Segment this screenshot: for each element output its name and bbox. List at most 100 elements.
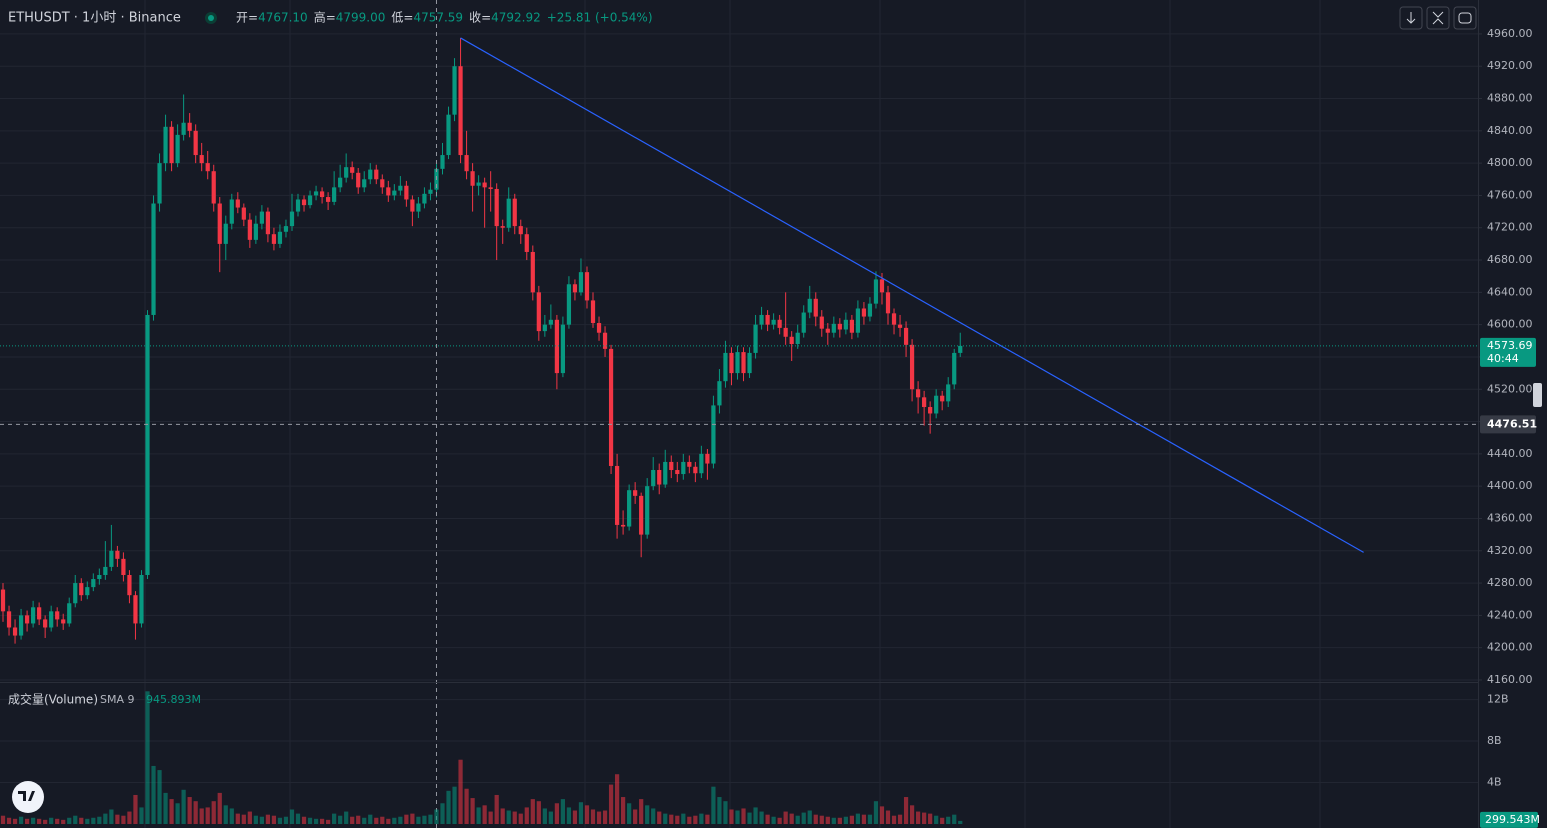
candle-body: [494, 188, 499, 227]
ohlc-value: 4792.92: [491, 11, 541, 25]
candle-body: [849, 319, 854, 333]
volume-bar: [181, 789, 186, 824]
y-tick-label: 8B: [1487, 734, 1502, 747]
y-tick-label: 4360.00: [1487, 511, 1533, 524]
candle-body: [807, 298, 812, 313]
toolbar: [1399, 6, 1542, 407]
volume-bar: [283, 816, 289, 824]
volume-bar: [350, 816, 355, 824]
candle-body: [753, 324, 758, 353]
candle-body: [332, 187, 337, 202]
volume-bar: [175, 803, 180, 824]
candle-body: [608, 348, 614, 466]
volume-bar: [199, 808, 204, 824]
candle-body: [548, 319, 553, 325]
candle-body: [368, 169, 373, 180]
status-dot: [208, 15, 214, 21]
candle-body: [602, 332, 608, 349]
candle-body: [873, 279, 879, 304]
y-tick-label: 4520.00: [1487, 382, 1533, 395]
candle-body: [157, 163, 162, 204]
candle-body: [404, 185, 409, 200]
candle-body: [470, 171, 475, 186]
volume-bar: [398, 816, 403, 824]
ohlc-value: 4799.00: [336, 11, 386, 25]
candle-body: [771, 319, 776, 325]
volume-bar: [897, 814, 903, 824]
candle-body: [572, 284, 578, 293]
candle-body: [928, 407, 933, 414]
volume-bar: [855, 813, 861, 824]
candle-body: [903, 327, 909, 345]
volume-bar: [512, 811, 517, 824]
volume-bar: [753, 807, 758, 824]
candle-body: [187, 122, 192, 131]
candle-body: [789, 336, 794, 345]
volume-bar: [669, 814, 674, 824]
candle-body: [633, 490, 638, 496]
button-collapse[interactable]: [1426, 6, 1450, 30]
candle-body: [295, 199, 301, 212]
volume-bar: [103, 813, 108, 824]
scroll-handle[interactable]: [1533, 383, 1542, 407]
candle-body: [199, 155, 204, 164]
y-tick-label: 4760.00: [1487, 188, 1533, 201]
volume-bar: [217, 792, 222, 824]
candle-body: [524, 234, 529, 252]
volume-bar: [885, 810, 891, 824]
volume-bar: [560, 799, 566, 824]
volume-bar: [229, 808, 234, 824]
candle-body: [344, 167, 349, 178]
candle-body: [717, 381, 722, 406]
candle-body: [326, 197, 331, 202]
ohlc-value: 4767.10: [258, 11, 308, 25]
last-price-tag: [1480, 337, 1536, 367]
ohlc-key: 高=: [314, 10, 336, 25]
candle-body: [909, 344, 915, 390]
change: +25.81 (+0.54%): [547, 11, 653, 25]
volume-bar: [205, 807, 210, 824]
volume-bar: [6, 817, 12, 824]
y-tick-label: 4800.00: [1487, 156, 1533, 169]
logo-circle[interactable]: [12, 781, 44, 813]
volume-bar: [922, 812, 927, 824]
candle-body: [0, 589, 6, 612]
volume-bar: [295, 813, 301, 824]
volume-bar: [163, 792, 168, 824]
volume-bar: [518, 813, 523, 824]
candle-body: [464, 155, 469, 172]
volume-bar: [319, 818, 325, 824]
volume-bar: [79, 817, 84, 824]
volume-bar: [621, 797, 626, 824]
candle-body: [458, 66, 463, 156]
ohlc-value: 4757.59: [413, 11, 463, 25]
button-reset[interactable]: [1453, 6, 1477, 30]
volume-bar: [265, 814, 271, 824]
candle-body: [542, 324, 547, 332]
candle-body: [271, 234, 277, 244]
candle-body: [801, 312, 806, 333]
candle-body: [452, 66, 457, 115]
candle-body: [518, 226, 523, 235]
candle-body: [614, 465, 620, 525]
volume-bar: [934, 815, 939, 824]
y-tick-label: 4680.00: [1487, 253, 1533, 266]
candle-body: [307, 195, 313, 206]
y-tick-label: 4600.00: [1487, 318, 1533, 331]
volume-bar: [639, 799, 644, 824]
candle-body: [115, 550, 120, 559]
volume-bar: [596, 811, 602, 824]
ohlc-key: 低=: [391, 11, 413, 25]
candle-body: [627, 490, 632, 527]
volume-bar: [362, 817, 367, 824]
candle-body: [392, 190, 397, 196]
candle-body: [151, 203, 156, 315]
y-tick-label: 4640.00: [1487, 285, 1533, 298]
candle-body: [18, 615, 24, 636]
volume-bar: [67, 817, 72, 824]
candle-body: [313, 191, 319, 196]
candle-body: [759, 314, 764, 325]
candle-body: [621, 524, 626, 527]
volume-bar: [645, 805, 650, 824]
